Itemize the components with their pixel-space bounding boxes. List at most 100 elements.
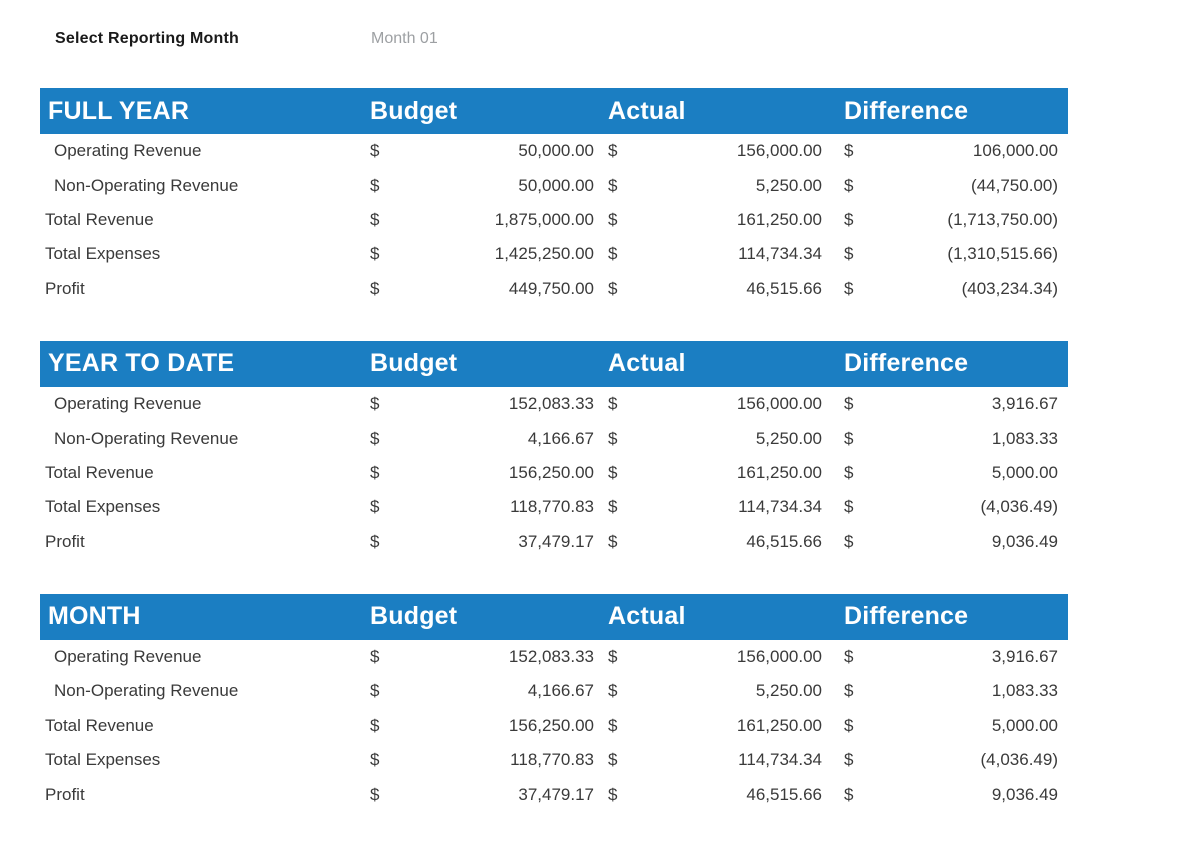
actual-value: 161,250.00 xyxy=(736,209,822,229)
column-header-difference: Difference xyxy=(844,349,969,378)
currency-symbol: $ xyxy=(844,244,854,264)
budget-report-sheet: FULL YEAR Budget Actual Difference Opera… xyxy=(40,88,1068,847)
difference-value: 3,916.67 xyxy=(991,394,1058,414)
difference-cell: $1,083.33 xyxy=(832,429,1068,449)
currency-symbol: $ xyxy=(608,244,618,264)
actual-cell: $46,515.66 xyxy=(602,785,832,805)
difference-cell: $9,036.49 xyxy=(832,532,1068,552)
reporting-month-value[interactable]: Month 01 xyxy=(371,30,438,47)
actual-value: 5,250.00 xyxy=(755,175,822,195)
budget-value: 156,250.00 xyxy=(508,462,594,482)
currency-symbol: $ xyxy=(370,175,380,195)
actual-cell: $161,250.00 xyxy=(602,716,832,736)
budget-cell: $50,000.00 xyxy=(362,176,602,196)
currency-symbol: $ xyxy=(608,394,618,414)
currency-symbol: $ xyxy=(608,141,618,161)
budget-cell: $152,083.33 xyxy=(362,647,602,667)
row-label: Non-Operating Revenue xyxy=(54,428,239,448)
currency-symbol: $ xyxy=(608,531,618,551)
budget-cell: $156,250.00 xyxy=(362,716,602,736)
table-row: Profit $449,750.00 $46,515.66 $ (403,234.34) xyxy=(40,272,1068,306)
budget-value: 37,479.17 xyxy=(518,784,594,804)
budget-cell: $118,770.83 xyxy=(362,497,602,517)
actual-value: 114,734.34 xyxy=(738,244,822,264)
row-label: Operating Revenue xyxy=(54,394,202,414)
actual-cell: $156,000.00 xyxy=(602,394,832,414)
difference-cell: $ (44,750.00) xyxy=(832,176,1068,196)
budget-value: 4,166.67 xyxy=(527,681,594,701)
actual-cell: $114,734.34 xyxy=(602,497,832,517)
budget-cell: $1,875,000.00 xyxy=(362,210,602,230)
currency-symbol: $ xyxy=(370,531,380,551)
difference-value: (4,036.49) xyxy=(980,497,1059,517)
actual-value: 114,734.34 xyxy=(738,750,822,770)
section-month: MONTH Budget Actual Difference Operating… xyxy=(40,593,1068,812)
budget-value: 37,479.17 xyxy=(518,531,594,551)
budget-cell: $1,425,250.00 xyxy=(362,244,602,264)
currency-symbol: $ xyxy=(370,209,380,229)
currency-symbol: $ xyxy=(844,681,854,701)
actual-value: 5,250.00 xyxy=(755,681,822,701)
actual-cell: $114,734.34 xyxy=(602,244,832,264)
currency-symbol: $ xyxy=(844,394,854,414)
row-label: Total Revenue xyxy=(45,209,154,229)
table-row: Operating Revenue $152,083.33 $156,000.00 $… xyxy=(40,387,1068,421)
currency-symbol: $ xyxy=(844,141,854,161)
currency-symbol: $ xyxy=(370,715,380,735)
actual-value: 46,515.66 xyxy=(746,278,822,298)
currency-symbol: $ xyxy=(844,750,854,770)
actual-value: 156,000.00 xyxy=(736,141,822,161)
currency-symbol: $ xyxy=(844,209,854,229)
currency-symbol: $ xyxy=(608,175,618,195)
row-label: Operating Revenue xyxy=(54,141,202,161)
difference-value: (4,036.49) xyxy=(980,750,1059,770)
section-title: MONTH xyxy=(48,602,141,631)
table-row: Non-Operating Revenue $4,166.67 $5,250.00 $… xyxy=(40,674,1068,708)
currency-symbol: $ xyxy=(844,175,854,195)
actual-cell: $5,250.00 xyxy=(602,429,832,449)
difference-value: (44,750.00) xyxy=(971,175,1058,195)
currency-symbol: $ xyxy=(608,784,618,804)
row-label: Non-Operating Revenue xyxy=(54,175,239,195)
actual-cell: $46,515.66 xyxy=(602,279,832,299)
currency-symbol: $ xyxy=(370,278,380,298)
budget-value: 156,250.00 xyxy=(508,715,594,735)
budget-cell: $4,166.67 xyxy=(362,429,602,449)
actual-value: 156,000.00 xyxy=(736,647,822,667)
table-row: Non-Operating Revenue $50,000.00 $5,250.00… xyxy=(40,168,1068,202)
difference-cell: $1,083.33 xyxy=(832,681,1068,701)
currency-symbol: $ xyxy=(608,681,618,701)
column-header-budget: Budget xyxy=(370,96,458,125)
row-label: Profit xyxy=(45,278,85,298)
budget-value: 152,083.33 xyxy=(508,647,594,667)
difference-cell: $5,000.00 xyxy=(832,463,1068,483)
currency-symbol: $ xyxy=(370,750,380,770)
difference-value: 3,916.67 xyxy=(991,647,1058,667)
budget-cell: $37,479.17 xyxy=(362,785,602,805)
currency-symbol: $ xyxy=(608,278,618,298)
budget-value: 449,750.00 xyxy=(508,278,594,298)
actual-cell: $156,000.00 xyxy=(602,647,832,667)
currency-symbol: $ xyxy=(844,784,854,804)
difference-value: 5,000.00 xyxy=(991,462,1058,482)
row-label: Total Revenue xyxy=(45,462,154,482)
budget-value: 4,166.67 xyxy=(527,428,594,448)
currency-symbol: $ xyxy=(608,715,618,735)
currency-symbol: $ xyxy=(844,531,854,551)
budget-cell: $4,166.67 xyxy=(362,681,602,701)
row-label: Profit xyxy=(45,784,85,804)
actual-value: 156,000.00 xyxy=(736,394,822,414)
section-title: FULL YEAR xyxy=(48,96,190,125)
column-header-difference: Difference xyxy=(844,96,969,125)
currency-symbol: $ xyxy=(608,428,618,448)
difference-value: 9,036.49 xyxy=(991,531,1058,551)
currency-symbol: $ xyxy=(844,462,854,482)
section-title: YEAR TO DATE xyxy=(48,349,235,378)
row-label: Total Expenses xyxy=(45,244,161,264)
table-row: Total Expenses $118,770.83 $114,734.34 $ (4,… xyxy=(40,743,1068,777)
currency-symbol: $ xyxy=(844,497,854,517)
currency-symbol: $ xyxy=(608,647,618,667)
actual-cell: $114,734.34 xyxy=(602,750,832,770)
row-label: Non-Operating Revenue xyxy=(54,681,239,701)
actual-value: 46,515.66 xyxy=(746,784,822,804)
